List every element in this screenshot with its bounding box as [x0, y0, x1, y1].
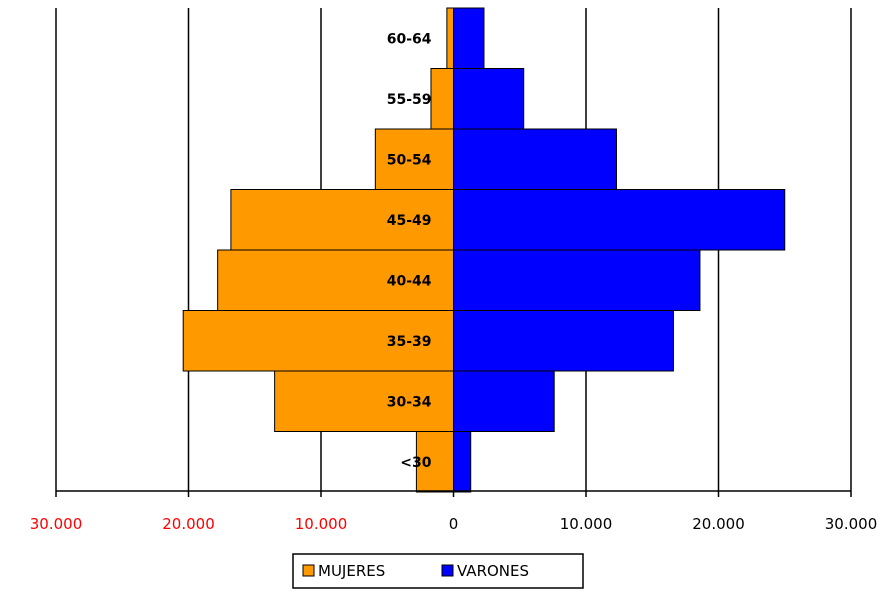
- x-tick-label: 30.000: [825, 515, 878, 533]
- legend-label-mujeres: MUJERES: [318, 562, 385, 580]
- bar-mujeres-55-59: [430, 68, 455, 130]
- legend-swatch-varones: [441, 564, 454, 577]
- bar-varones-45-49: [453, 189, 786, 251]
- x-axis-ticks: 30.000 20.000 10.000 0 10.000 20.000 30.000: [30, 491, 878, 533]
- bar-varones-40-44: [453, 249, 701, 311]
- category-label: 40-44: [387, 273, 432, 289]
- category-label: 45-49: [387, 213, 432, 229]
- category-label: 60-64: [387, 31, 432, 47]
- legend: MUJERES VARONES: [292, 553, 584, 589]
- x-tick-label: 20.000: [162, 515, 215, 533]
- category-label: 30-34: [387, 394, 432, 410]
- legend-label-varones: VARONES: [457, 562, 529, 580]
- bar-varones-50-54: [453, 128, 617, 190]
- category-labels: <30 30-34 35-39 40-44 45-49 50-54 55-59 60-64: [387, 31, 432, 471]
- x-tick-label: 20.000: [692, 515, 745, 533]
- legend-swatch-mujeres: [302, 564, 315, 577]
- bar-varones-30-34: [453, 370, 555, 432]
- bars: [182, 7, 786, 493]
- bar-varones-<30: [453, 431, 472, 493]
- category-label: 55-59: [387, 92, 432, 108]
- bar-mujeres-50-54: [374, 128, 455, 190]
- x-tick-label: 10.000: [295, 515, 348, 533]
- bar-mujeres-35-39: [182, 310, 454, 372]
- category-label: 35-39: [387, 334, 432, 350]
- bar-mujeres-<30: [415, 431, 454, 493]
- bar-varones-35-39: [453, 310, 674, 372]
- bar-mujeres-45-49: [230, 189, 454, 251]
- legend-box: [292, 553, 584, 589]
- bar-varones-60-64: [453, 7, 485, 69]
- x-tick-label: 30.000: [30, 515, 83, 533]
- category-label: 50-54: [387, 152, 432, 168]
- category-label: <30: [400, 455, 431, 471]
- bar-mujeres-60-64: [446, 7, 454, 69]
- bar-varones-55-59: [453, 68, 525, 130]
- x-tick-label: 10.000: [560, 515, 613, 533]
- x-tick-label: 0: [449, 515, 459, 533]
